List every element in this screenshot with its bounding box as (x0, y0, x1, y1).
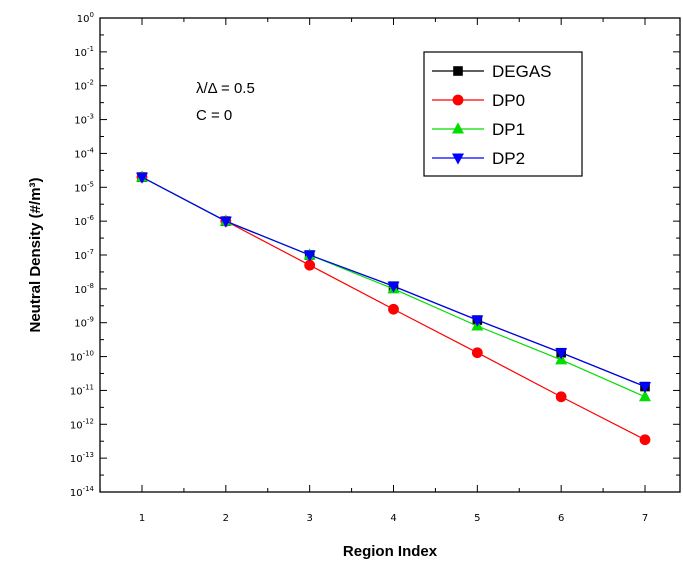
legend-item-dp2: DP2 (432, 149, 525, 168)
y-tick-label: 10-6 (74, 214, 94, 228)
data-point-dp0 (639, 434, 651, 446)
data-point-dp1 (639, 390, 651, 402)
x-tick-label: 2 (223, 513, 229, 524)
series-dp0 (136, 171, 651, 446)
y-tick-label: 10-4 (74, 146, 94, 160)
legend-label: DP2 (492, 149, 525, 168)
x-tick-label: 4 (390, 513, 396, 524)
data-point-dp2 (639, 382, 651, 394)
data-point-dp2 (471, 315, 484, 327)
data-point-dp2 (303, 250, 316, 262)
legend-label: DP0 (492, 91, 525, 110)
legend-box (423, 51, 583, 177)
y-axis-title: Neutral Density (#/m³) (27, 177, 44, 332)
axis-ticks (99, 17, 680, 493)
data-point-dp0 (555, 391, 567, 403)
y-tick-label: 10-10 (70, 350, 94, 364)
data-point-dp0 (388, 303, 399, 315)
series-dp2 (136, 172, 651, 394)
data-point-dp0 (471, 347, 483, 359)
x-tick-label: 1 (139, 513, 145, 524)
y-tick-label: 10-12 (70, 417, 94, 431)
y-tick-labels: 100 10-1 10-2 10-3 10-4 10-5 10-6 10-7 10-8 10-9 1… (70, 11, 95, 499)
legend-marker-degas (453, 66, 463, 76)
legend-marker-dp0 (452, 94, 464, 106)
y-tick-label: 10-14 (70, 485, 95, 499)
annotation-ratio: λ/Δ = 0.5 (196, 80, 255, 97)
x-tick-label: 5 (474, 513, 480, 524)
data-point-dp2 (555, 348, 568, 360)
y-tick-label: 10-9 (74, 316, 94, 330)
data-point-dp2 (136, 172, 148, 184)
legend-label: DP1 (492, 120, 525, 139)
legend: DEGAS DP0 DP1 DP2 (423, 51, 583, 177)
data-point-dp0 (304, 259, 316, 271)
data-point-dp2 (219, 216, 232, 228)
annotation-c: C = 0 (196, 107, 232, 124)
legend-marker-dp1 (452, 122, 464, 134)
y-tick-label: 10-11 (70, 383, 94, 397)
legend-item-dp0: DP0 (432, 91, 525, 110)
y-tick-label: 10-1 (74, 45, 94, 59)
y-tick-label: 10-8 (74, 282, 94, 296)
x-tick-label: 6 (558, 513, 564, 524)
series-layer (136, 170, 651, 446)
legend-marker-dp2 (452, 153, 464, 165)
data-point-dp2 (387, 281, 400, 293)
legend-label: DEGAS (492, 62, 552, 81)
y-tick-label: 10-13 (70, 451, 94, 465)
x-tick-labels: 1 2 3 4 5 6 7 (139, 513, 648, 524)
y-tick-label: 100 (77, 11, 94, 25)
y-tick-label: 10-7 (74, 248, 94, 262)
x-axis-title: Region Index (343, 543, 438, 560)
plot-frame (99, 17, 681, 493)
x-tick-label: 7 (642, 513, 648, 524)
y-tick-label: 10-3 (74, 113, 94, 127)
legend-item-dp1: DP1 (432, 120, 525, 139)
y-tick-label: 10-5 (74, 180, 94, 194)
legend-item-degas: DEGAS (432, 62, 552, 81)
x-tick-label: 3 (306, 513, 312, 524)
y-tick-label: 10-2 (74, 79, 94, 93)
